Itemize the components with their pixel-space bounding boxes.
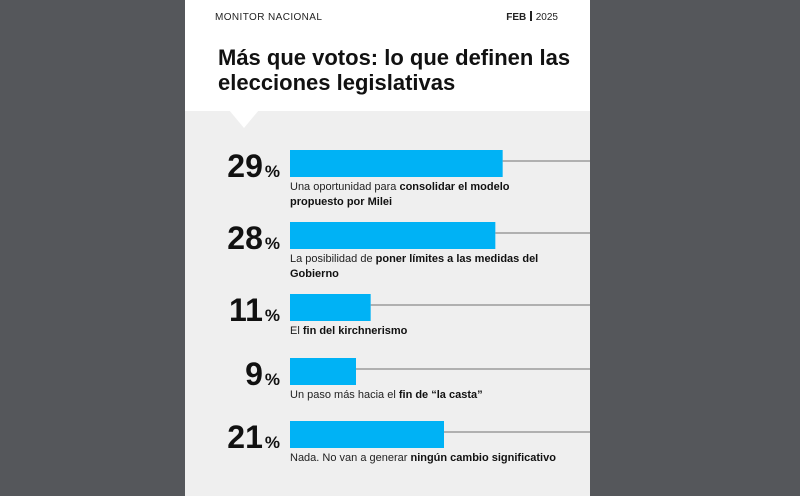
header: MONITOR NACIONAL FEB 2025 Más que votos: …	[185, 0, 590, 111]
bar-value-unit: %	[265, 162, 280, 181]
infographic-card: MONITOR NACIONAL FEB 2025 Más que votos: …	[185, 0, 590, 496]
bar-category-label: Nada. No van a generar ningún cambio sig…	[290, 451, 560, 466]
category-highlight: consolidar el modelo propuesto por Milei	[290, 181, 510, 208]
bar-value-number: 28	[227, 220, 263, 256]
bar-category-label: La posibilidad de poner límites a las me…	[290, 252, 560, 282]
bar-category-label: Una oportunidad para consolidar el model…	[290, 180, 560, 210]
brand-label: MONITOR NACIONAL	[215, 12, 323, 23]
bar-value-number: 21	[227, 419, 263, 455]
bar	[290, 294, 371, 321]
bar-value-unit: %	[265, 234, 280, 253]
date-month: FEB	[506, 12, 527, 23]
bar	[290, 421, 444, 448]
page-title: Más que votos: lo que definen las elecci…	[218, 45, 571, 95]
bar	[290, 150, 503, 177]
bar-value-unit: %	[265, 306, 280, 325]
category-highlight: poner límites a las medidas del Gobierno	[290, 253, 539, 280]
bar	[290, 222, 496, 249]
bar-value-label: 21%	[227, 419, 280, 455]
category-highlight: fin del kirchnerismo	[302, 325, 408, 337]
bar-chart: 29 %28 %11 %9 %21%	[227, 148, 590, 455]
category-highlight: fin de “la casta”	[398, 389, 483, 401]
category-text: Una oportunidad para	[290, 181, 400, 193]
category-text: Un paso más hacia el	[290, 389, 399, 401]
date-separator	[530, 11, 532, 21]
bar-value-number: 11	[229, 292, 263, 328]
bar-category-label: Un paso más hacia el fin de “la casta”	[290, 388, 560, 403]
bar-value-label: 11%	[229, 292, 280, 328]
bar-value-label: 9%	[245, 356, 280, 392]
category-text: La posibilidad de	[290, 253, 376, 265]
category-highlight: ningún cambio significativo	[410, 452, 556, 464]
header-pointer	[229, 110, 259, 128]
date-label: FEB 2025	[506, 11, 558, 23]
bar-value-unit: %	[265, 433, 280, 452]
bar-value-label: 28%	[227, 220, 280, 256]
bar	[290, 358, 356, 385]
bar-value-number: 9	[245, 356, 263, 392]
category-text: Nada. No van a generar	[290, 452, 411, 464]
bar-category-label: El fin del kirchnerismo	[290, 324, 560, 339]
bar-value-unit: %	[265, 370, 280, 389]
date-year: 2025	[535, 12, 558, 23]
bar-value-number: 29	[227, 148, 263, 184]
bar-value-label: 29%	[227, 148, 280, 184]
category-text: El	[290, 325, 303, 337]
